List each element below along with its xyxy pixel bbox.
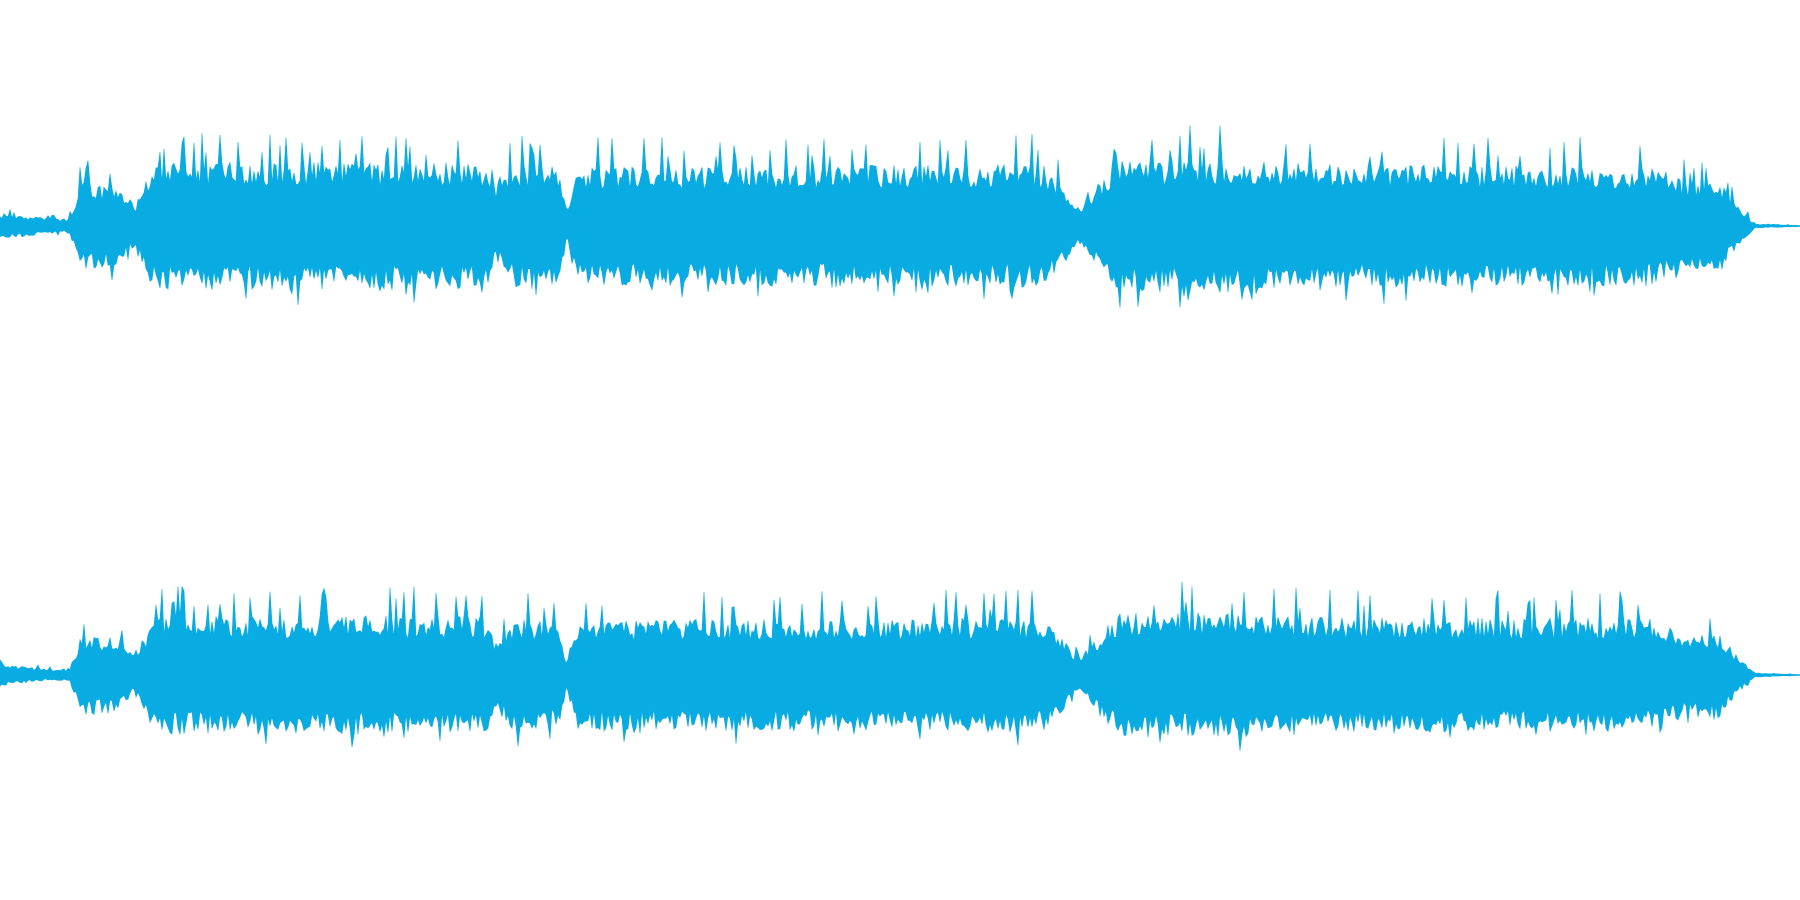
waveform-channel-right [0,555,1800,795]
waveform-channel-left [0,106,1800,346]
waveform-right-svg [0,581,1800,751]
waveform-left-shape [0,125,1800,308]
waveform-right-shape [0,581,1800,751]
waveform-left-svg [0,125,1800,308]
